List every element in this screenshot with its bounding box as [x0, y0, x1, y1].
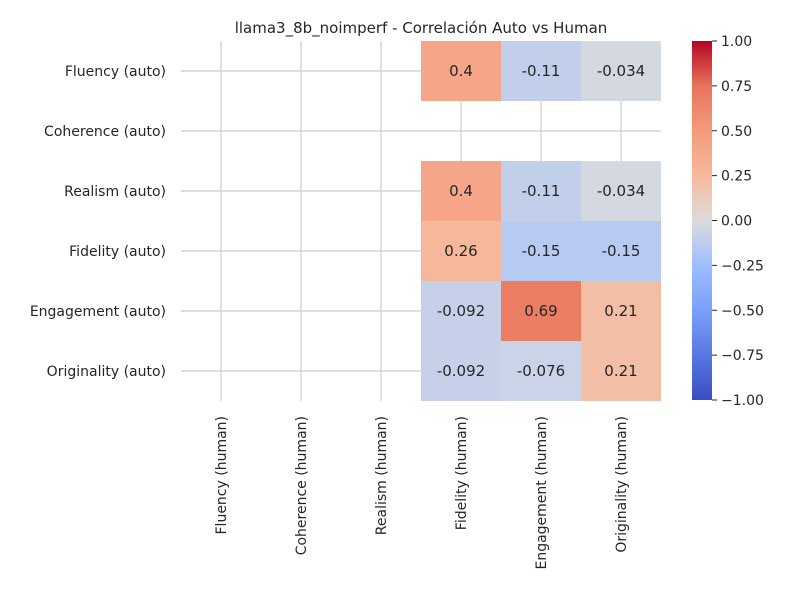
colorbar-tick-label: 0.25 — [721, 169, 752, 185]
colorbar-tick-label: 1.00 — [721, 34, 752, 50]
heatmap-cell — [501, 41, 581, 101]
heatmap-cell — [421, 221, 501, 281]
chart-title: llama3_8b_noimperf - Correlación Auto vs… — [235, 19, 608, 38]
heatmap-cell — [581, 221, 661, 281]
row-tick-label: Realism (auto) — [64, 184, 166, 200]
row-tick-label: Fidelity (auto) — [69, 244, 166, 260]
cell-value-label: 0.4 — [449, 62, 473, 80]
row-tick-label: Originality (auto) — [47, 364, 166, 380]
heatmap-cell — [501, 221, 581, 281]
heatmap-cell — [501, 161, 581, 221]
colorbar-tick-label: 0.00 — [721, 214, 752, 230]
heatmap-cell — [421, 41, 501, 101]
cell-value-label: 0.21 — [604, 362, 637, 380]
cell-value-label: -0.076 — [517, 362, 565, 380]
col-tick-label: Fluency (human) — [214, 416, 230, 535]
col-tick-label: Coherence (human) — [294, 416, 310, 555]
row-tick-label: Fluency (auto) — [65, 64, 166, 80]
heatmap-cell — [581, 341, 661, 401]
colorbar-tick-label: −0.75 — [721, 348, 764, 364]
heatmap-cell — [581, 41, 661, 101]
row-tick-label: Engagement (auto) — [30, 304, 166, 320]
heatmap-cell — [581, 281, 661, 341]
heatmap-cell — [581, 161, 661, 221]
colorbar-tick-label: −1.00 — [721, 393, 764, 409]
heatmap-cells — [421, 41, 661, 401]
cell-value-label: -0.092 — [437, 362, 485, 380]
heatmap-cell — [421, 281, 501, 341]
cell-value-label: -0.15 — [522, 242, 561, 260]
colorbar — [692, 41, 712, 400]
colorbar-tick-label: −0.50 — [721, 303, 764, 319]
col-tick-label: Fidelity (human) — [454, 416, 470, 530]
col-tick-label: Engagement (human) — [534, 416, 550, 570]
cell-value-label: -0.11 — [522, 62, 561, 80]
colorbar-tick-label: 0.75 — [721, 79, 752, 95]
heatmap-cell — [421, 341, 501, 401]
cell-labels: 0.4 -0.11 -0.034 0.4 -0.11 -0.034 0.26 -0.15 -0.… — [437, 62, 645, 380]
row-tick-labels: Fluency (auto) Coherence (auto) Realism (a… — [30, 64, 166, 380]
col-tick-label: Realism (human) — [374, 416, 390, 535]
cell-value-label: 0.69 — [524, 302, 557, 320]
colorbar-tick-label: −0.25 — [721, 258, 764, 274]
cell-value-label: -0.11 — [522, 182, 561, 200]
cell-value-label: -0.034 — [597, 182, 645, 200]
heatmap-cell — [501, 341, 581, 401]
heatmap-cell — [501, 281, 581, 341]
row-tick-label: Coherence (auto) — [44, 124, 166, 140]
colorbar-tick-label: 0.50 — [721, 124, 752, 140]
colorbar-ticks: 1.00 0.75 0.50 0.25 0.00 −0.25 −0.50 −0.75 −1.00 — [712, 34, 764, 409]
cell-value-label: 0.26 — [444, 242, 477, 260]
col-tick-labels: Fluency (human) Coherence (human) Realism … — [214, 416, 630, 570]
cell-value-label: -0.092 — [437, 302, 485, 320]
cell-value-label: -0.15 — [602, 242, 641, 260]
cell-value-label: 0.21 — [604, 302, 637, 320]
cell-value-label: 0.4 — [449, 182, 473, 200]
cell-value-label: -0.034 — [597, 62, 645, 80]
heatmap-cell — [421, 161, 501, 221]
col-tick-label: Originality (human) — [614, 416, 630, 553]
